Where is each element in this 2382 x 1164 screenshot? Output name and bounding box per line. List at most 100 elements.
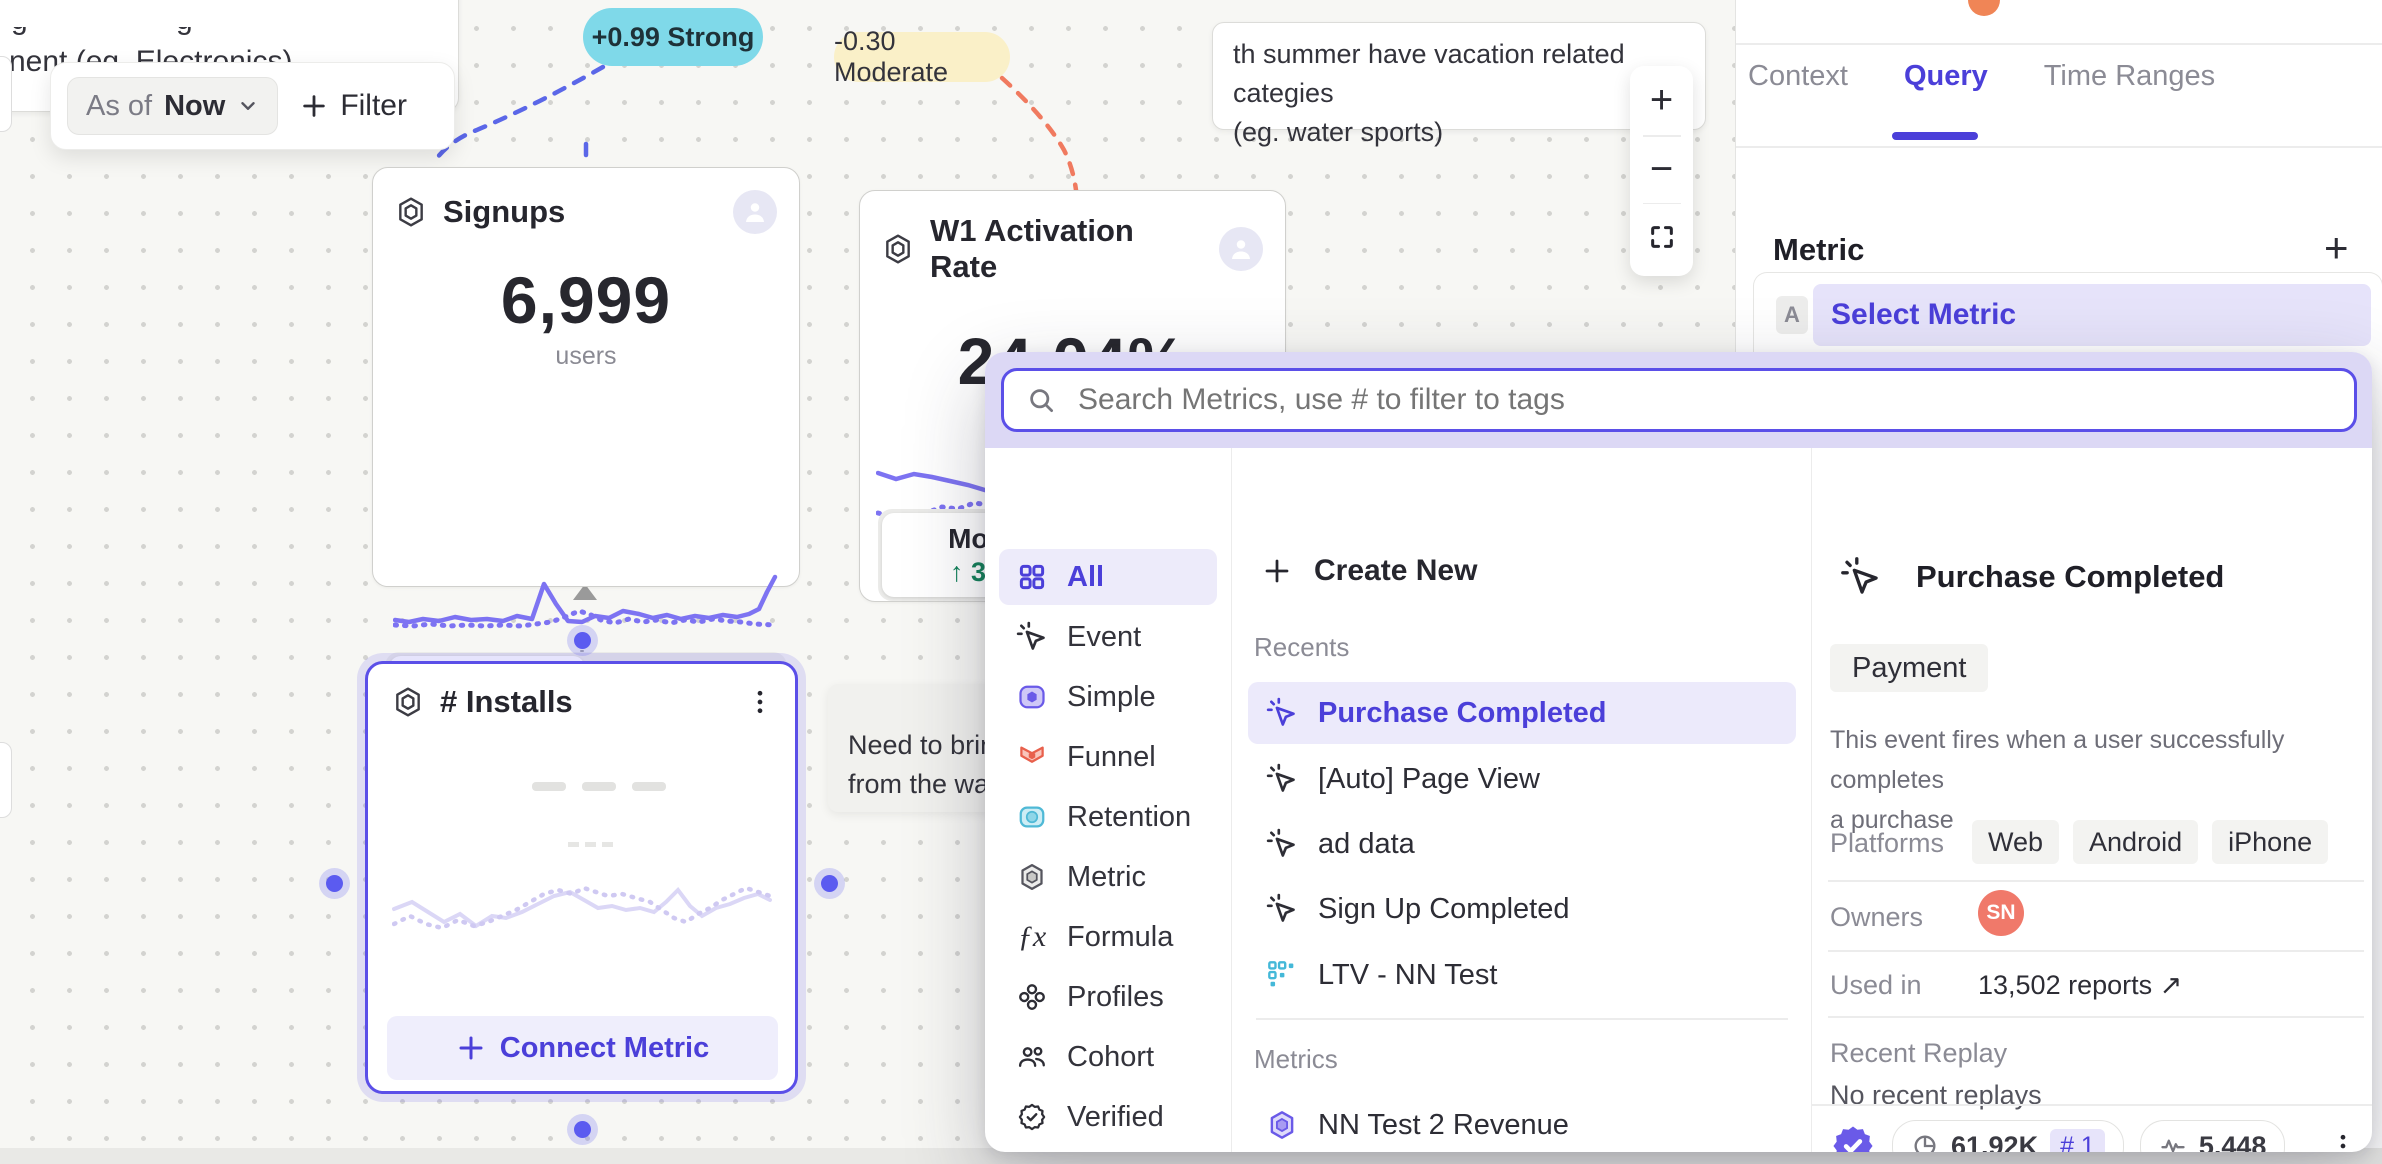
funnel-icon: [1015, 740, 1049, 774]
category-verified[interactable]: Verified: [999, 1089, 1217, 1145]
plus-icon: [1265, 559, 1289, 583]
placeholder-dashes-small: [568, 842, 613, 847]
category-event[interactable]: Event: [999, 609, 1217, 665]
cohort-icon: [1015, 1040, 1049, 1074]
category-profiles[interactable]: Profiles: [999, 969, 1217, 1025]
correlation-badge-strong[interactable]: +0.99 Strong: [583, 8, 763, 66]
details-description: This event fires when a user successfull…: [1830, 726, 2285, 834]
active-tab-underline: [1892, 132, 1978, 140]
plus-icon: [459, 1036, 483, 1060]
result-item-nn-test-2-revenue[interactable]: NN Test 2 Revenue: [1248, 1094, 1796, 1152]
metric-card-signups[interactable]: Signups 6,999 users MoM ↑ 3% YoY ↑ 27.86…: [372, 167, 800, 744]
fullscreen-button[interactable]: [1648, 204, 1676, 270]
queries-value: 5,448: [2198, 1130, 2267, 1153]
search-field[interactable]: [1001, 368, 2357, 432]
platform-android: Android: [2073, 820, 2199, 864]
connector-lines: [430, 53, 1079, 662]
metric-hexagon-icon: [886, 234, 910, 264]
as-of-dropdown[interactable]: As of Now: [67, 77, 279, 135]
formula-icon: ƒx: [1017, 920, 1047, 953]
person-icon: [1232, 240, 1250, 259]
platform-web: Web: [1972, 820, 2060, 864]
sticky-note-summer[interactable]: th summer have vacation related categies…: [1212, 22, 1706, 147]
edge-handle-top[interactable]: [0, 56, 12, 132]
select-metric-row[interactable]: Select Metric: [1813, 284, 2371, 346]
details-footer: 61.92K # 1 5,448: [1830, 1120, 2358, 1152]
category-all[interactable]: All: [999, 549, 1217, 605]
as-of-value: Now: [164, 89, 226, 122]
search-icon: [1030, 389, 1053, 412]
category-formula[interactable]: ƒx Formula: [999, 909, 1217, 965]
result-item-ltv-nn-test[interactable]: LTV - NN Test: [1248, 944, 1796, 1006]
event-icon: [1266, 893, 1295, 922]
divider: [1736, 146, 2382, 148]
metrics-heading: Metrics: [1254, 1044, 1338, 1074]
panel-tabs: Context Query Time Ranges: [1748, 60, 2215, 93]
event-icon: [1841, 557, 1878, 594]
placeholder-sparkline: [392, 885, 772, 931]
connection-dot-right[interactable]: [821, 875, 838, 892]
metric-icon: [1015, 860, 1049, 894]
divider: [1828, 1016, 2364, 1018]
tag-chip[interactable]: Payment: [1830, 644, 1989, 692]
tab-context[interactable]: Context: [1748, 60, 1848, 92]
platforms-label: Platforms: [1830, 828, 1945, 858]
connection-dot-left[interactable]: [326, 875, 343, 892]
owner-avatar[interactable]: SN: [1978, 890, 2024, 936]
event-icon: [1266, 828, 1295, 857]
result-item-ad-data[interactable]: ad data: [1248, 813, 1796, 875]
metric-hexagon-icon: [1270, 1111, 1294, 1139]
queries-stat-pill[interactable]: 5,448: [2139, 1120, 2286, 1153]
connect-metric-button[interactable]: Connect Metric: [387, 1016, 778, 1080]
verified-icon: [1015, 1100, 1049, 1134]
metric-hexagon-icon: [396, 687, 420, 717]
metric-card-installs[interactable]: # Installs Connect Metric: [365, 661, 798, 1094]
tab-query[interactable]: Query: [1903, 60, 1988, 92]
used-in-value[interactable]: 13,502 reports ↗: [1978, 970, 2183, 1000]
window-bottom-edge: [0, 1148, 2382, 1164]
search-input[interactable]: [1076, 382, 2332, 418]
rank-chip: # 1: [2050, 1128, 2105, 1152]
category-simple[interactable]: Simple: [999, 669, 1217, 725]
person-icon: [746, 203, 764, 222]
recent-replay-value: No recent replays: [1830, 1080, 2042, 1110]
details-pane: Purchase Completed Payment This event fi…: [1812, 448, 2372, 1152]
divider: [1256, 1018, 1788, 1020]
create-new-button[interactable]: Create New: [1262, 554, 1477, 588]
result-item-sign-up-completed[interactable]: Sign Up Completed: [1248, 878, 1796, 940]
metric-picker-popover: All Event Simple Funnel Retention Metric: [985, 352, 2372, 1152]
ltv-grid-icon: [1268, 961, 1294, 987]
tab-time-ranges[interactable]: Time Ranges: [2043, 60, 2216, 92]
category-cohort[interactable]: Cohort: [999, 1029, 1217, 1085]
activity-icon: [2161, 1139, 2185, 1152]
summer-note-line1: th summer have vacation related categies: [1233, 39, 1625, 108]
connection-dot-bottom[interactable]: [574, 1121, 591, 1138]
plus-icon: [303, 95, 326, 117]
filter-button[interactable]: Filter: [300, 89, 407, 123]
volume-stat-pill[interactable]: 61.92K # 1: [1892, 1120, 2124, 1152]
edge-handle-middle[interactable]: [0, 742, 12, 818]
pie-chart-icon: [1914, 1135, 1936, 1152]
flow-arrow-up: [573, 584, 597, 600]
kebab-menu-icon[interactable]: [745, 685, 775, 719]
category-retention[interactable]: Retention: [999, 789, 1217, 845]
connection-dot-top[interactable]: [574, 632, 591, 649]
filter-label: Filter: [340, 89, 407, 122]
result-item-auto-page-view[interactable]: [Auto] Page View: [1248, 748, 1796, 810]
event-icon: [1266, 697, 1295, 726]
divider: [1828, 880, 2364, 882]
platform-iphone: iPhone: [2212, 820, 2329, 864]
sparkline: [393, 574, 778, 629]
category-metric[interactable]: Metric: [999, 849, 1217, 905]
correlation-badge-moderate[interactable]: -0.30 Moderate: [834, 26, 1010, 87]
divider: [1642, 135, 1681, 137]
kebab-menu-icon[interactable]: [2328, 1129, 2358, 1152]
card-title: # Installs: [440, 684, 573, 719]
card-unit: users: [555, 342, 617, 370]
add-metric-button[interactable]: +: [2324, 224, 2349, 271]
avatar: [1219, 227, 1263, 271]
result-item-purchase-completed[interactable]: Purchase Completed: [1248, 682, 1796, 744]
zoom-in-button[interactable]: +: [1649, 78, 1674, 122]
category-funnel[interactable]: Funnel: [999, 729, 1217, 785]
zoom-out-button[interactable]: −: [1649, 147, 1674, 191]
